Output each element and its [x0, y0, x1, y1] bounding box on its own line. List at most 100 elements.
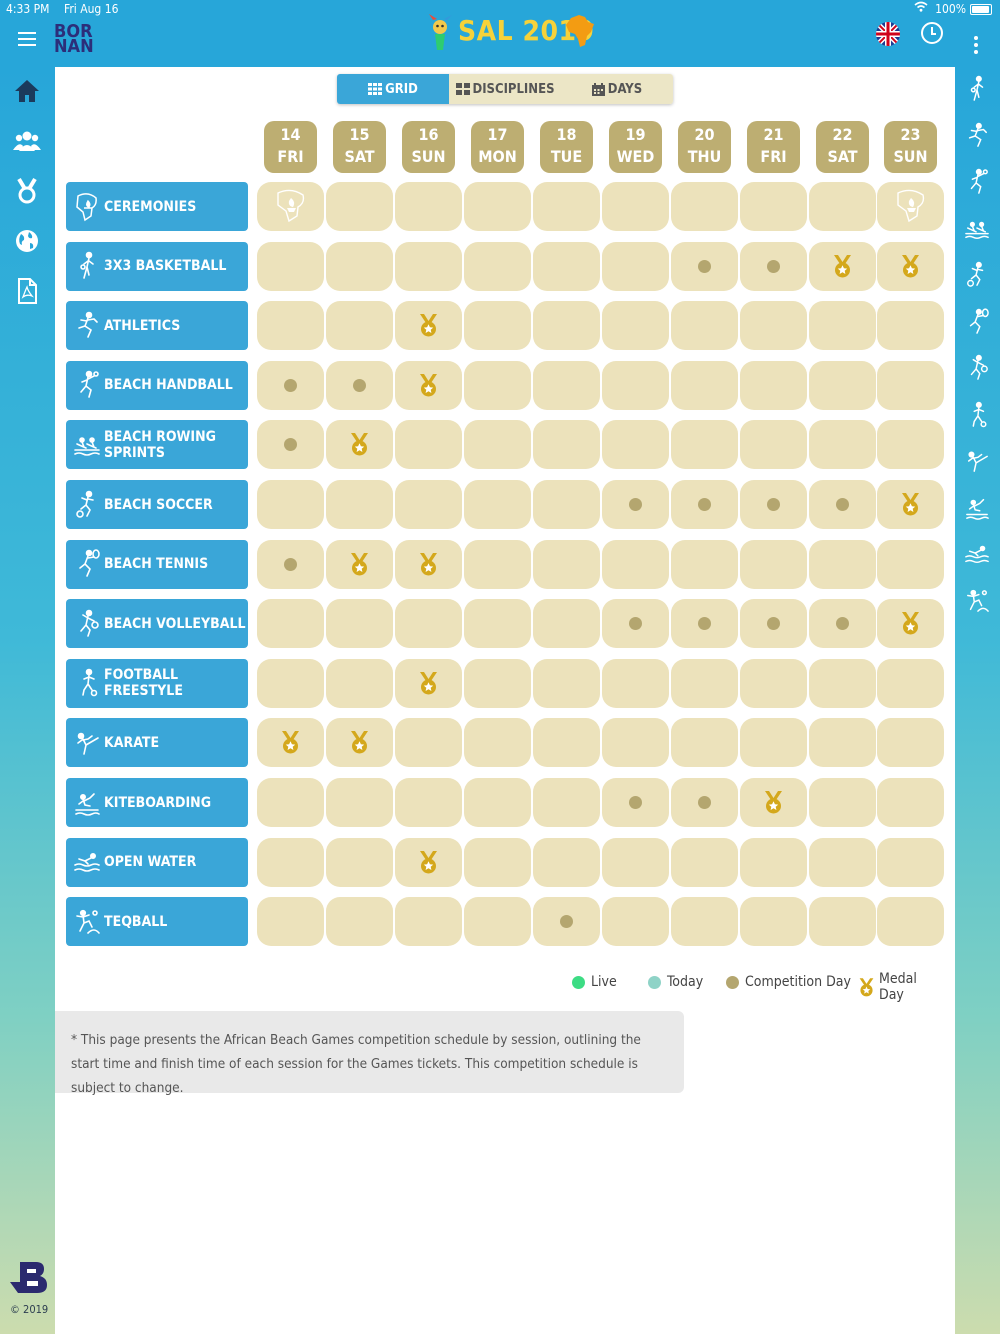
left-sidebar [0, 67, 55, 1334]
schedule-cell[interactable] [257, 718, 324, 768]
schedule-cell[interactable] [740, 241, 807, 291]
medal-day-icon [349, 552, 370, 577]
athletics-icon[interactable] [965, 122, 989, 150]
africa-map-icon [566, 15, 594, 47]
schedule-cell[interactable] [671, 241, 738, 291]
competition-day-dot [284, 378, 297, 392]
schedule-cell [877, 837, 944, 887]
globe-icon[interactable] [13, 227, 41, 255]
tab-days[interactable]: DAYS [561, 74, 673, 104]
schedule-cell[interactable] [326, 360, 393, 410]
schedule-cell[interactable] [671, 778, 738, 827]
schedule-cell[interactable] [809, 599, 876, 649]
discipline-row-basketball[interactable]: 3X3 BASKETBALL [66, 241, 248, 291]
ceremony-icon [74, 192, 100, 222]
schedule-cell[interactable] [602, 480, 669, 529]
schedule-cell[interactable] [877, 599, 944, 649]
freestyle-icon[interactable] [965, 401, 989, 429]
schedule-cell[interactable] [533, 897, 600, 947]
schedule-cell [809, 420, 876, 470]
day-of-week: MON [478, 147, 517, 166]
more-vertical-icon[interactable] [974, 36, 978, 57]
schedule-cell [464, 301, 531, 351]
discipline-row-tennis[interactable]: BEACH TENNIS [66, 539, 248, 589]
schedule-cell[interactable] [395, 539, 462, 589]
schedule-cell[interactable] [877, 480, 944, 529]
schedule-cell[interactable] [395, 301, 462, 351]
people-icon[interactable] [13, 127, 41, 155]
schedule-cell [326, 778, 393, 827]
discipline-row-teqball[interactable]: TEQBALL [66, 897, 248, 947]
basketball-icon[interactable] [965, 75, 989, 103]
schedule-cell[interactable] [395, 658, 462, 708]
volleyball-icon[interactable] [965, 354, 989, 382]
day-of-week: FRI [277, 147, 304, 166]
medal-icon[interactable] [13, 177, 41, 205]
uk-flag-icon[interactable] [876, 22, 900, 46]
schedule-cell[interactable] [257, 420, 324, 470]
schedule-cell[interactable] [326, 539, 393, 589]
tennis-icon[interactable] [965, 307, 989, 336]
open-water-icon [74, 847, 100, 877]
schedule-cell[interactable] [602, 778, 669, 827]
day-number: 23 [900, 125, 921, 144]
schedule-cell[interactable] [671, 480, 738, 529]
discipline-row-athletics[interactable]: ATHLETICS [66, 301, 248, 351]
rowing-icon[interactable] [965, 215, 989, 243]
schedule-cell [395, 480, 462, 529]
copyright-text: © 2019 [10, 1303, 49, 1316]
schedule-cell[interactable] [257, 360, 324, 410]
discipline-row-rowing[interactable]: BEACH ROWING SPRINTS [66, 420, 248, 470]
schedule-cell [877, 778, 944, 827]
handball-icon[interactable] [965, 168, 989, 196]
discipline-row-karate[interactable]: KARATE [66, 718, 248, 768]
schedule-cell [533, 301, 600, 351]
day-of-week: SAT [827, 147, 858, 166]
tab-disciplines[interactable]: DISCIPLINES [449, 74, 561, 104]
clock-icon[interactable] [921, 22, 943, 44]
schedule-cell [395, 182, 462, 231]
schedule-cell[interactable] [877, 241, 944, 291]
day-of-week: FRI [760, 147, 787, 166]
schedule-cell[interactable] [326, 718, 393, 768]
schedule-cell[interactable] [740, 480, 807, 529]
schedule-cell [671, 182, 738, 231]
hamburger-menu-icon[interactable] [18, 32, 36, 46]
medal-day-icon [418, 313, 439, 338]
battery-percent: 100% [935, 2, 966, 16]
schedule-cell[interactable] [809, 480, 876, 529]
home-icon[interactable] [13, 77, 41, 105]
discipline-row-ceremony[interactable]: CEREMONIES [66, 182, 248, 231]
schedule-cell[interactable] [395, 837, 462, 887]
day-of-week: SAT [344, 147, 375, 166]
pdf-icon[interactable] [13, 277, 41, 305]
schedule-cell [326, 897, 393, 947]
medal-day-icon [900, 611, 921, 636]
tab-grid[interactable]: GRID [337, 74, 449, 104]
battery-icon [970, 4, 992, 15]
karate-icon[interactable] [965, 447, 989, 475]
schedule-cell[interactable] [740, 778, 807, 827]
schedule-cell[interactable] [395, 360, 462, 410]
schedule-cell [533, 778, 600, 827]
teqball-icon[interactable] [965, 587, 989, 615]
schedule-cell[interactable] [257, 539, 324, 589]
right-sidebar [955, 67, 1000, 1334]
discipline-row-handball[interactable]: BEACH HANDBALL [66, 360, 248, 410]
discipline-row-open-water[interactable]: OPEN WATER [66, 837, 248, 887]
schedule-cell[interactable] [257, 182, 324, 231]
schedule-cell[interactable] [809, 241, 876, 291]
schedule-cell[interactable] [602, 599, 669, 649]
schedule-cell[interactable] [671, 599, 738, 649]
schedule-cell[interactable] [740, 599, 807, 649]
kiteboarding-icon[interactable] [965, 494, 989, 522]
soccer-icon[interactable] [965, 261, 989, 289]
schedule-cell[interactable] [326, 420, 393, 470]
discipline-row-kiteboarding[interactable]: KITEBOARDING [66, 778, 248, 827]
open-water-icon[interactable] [965, 540, 989, 568]
discipline-row-volleyball[interactable]: BEACH VOLLEYBALL [66, 599, 248, 649]
schedule-cell[interactable] [877, 182, 944, 231]
discipline-row-soccer[interactable]: BEACH SOCCER [66, 480, 248, 529]
schedule-cell [257, 599, 324, 649]
discipline-row-freestyle[interactable]: FOOTBALL FREESTYLE [66, 658, 248, 708]
